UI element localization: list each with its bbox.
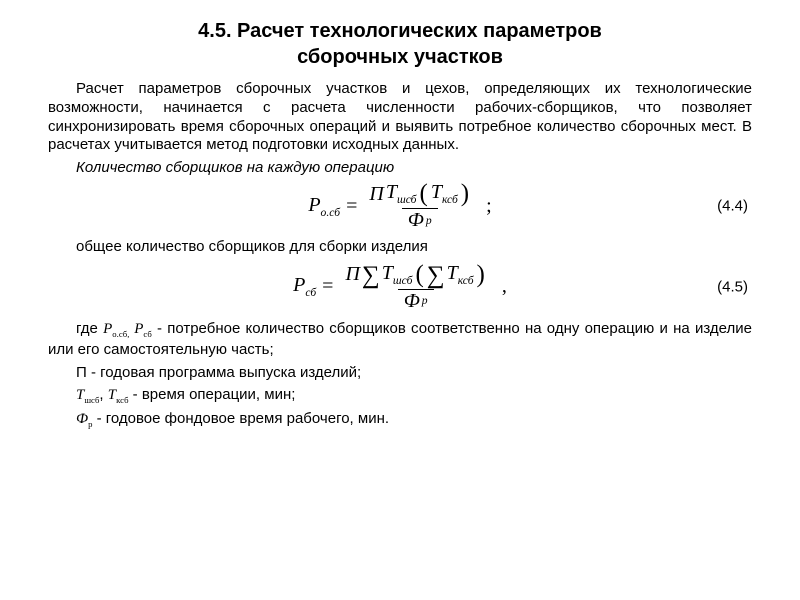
eq1-num-T1: Tшсб (386, 182, 417, 206)
document-page: 4.5. Расчет технологических параметров с… (0, 0, 800, 430)
def-T-sub2: ксб (116, 395, 128, 405)
eq1-lhs-sub: о.сб (321, 206, 341, 219)
eq2-num-T1-var: T (382, 262, 393, 284)
def-Phi-text: - годовое фондовое время рабочего, мин. (92, 410, 389, 427)
eq1-lparen: ( (419, 181, 429, 207)
definition-where: где Pо.сб, Pсб - потребное количество сб… (48, 319, 752, 361)
def-sym-Psb-var: P (129, 321, 143, 337)
eq1-fraction: П Tшсб ( Tксб ) Фр (363, 181, 476, 231)
title-line-2: сборочных участков (297, 46, 503, 68)
eq2-lparen: ( (414, 262, 424, 288)
eq1-num-T2: Tксб (431, 182, 458, 206)
equation-4-5-row: Pсб = П ∑ Tшсб ( ∑ Tксб ) Фр , (4.5) (48, 261, 752, 313)
eq1-lhs: Pо.сб (308, 194, 340, 219)
eq1-equals: = (346, 195, 357, 218)
eq2-lhs-var: P (293, 274, 305, 296)
definition-T: Тшсб, Тксб - время операции, мин; (48, 385, 752, 407)
line-between-equations: общее количество сборщиков для сборки из… (48, 238, 752, 257)
def-T-sym2: Т (108, 387, 116, 403)
eq2-equals: = (322, 275, 333, 298)
eq1-numerator: П Tшсб ( Tксб ) (363, 181, 476, 208)
title-line-1: 4.5. Расчет технологических параметров (198, 20, 602, 42)
equation-number-4-4: (4.4) (717, 198, 748, 215)
equation-4-5: Pсб = П ∑ Tшсб ( ∑ Tксб ) Фр , (293, 262, 507, 312)
eq2-num-T2: Tксб (447, 263, 474, 287)
eq2-fraction: П ∑ Tшсб ( ∑ Tксб ) Фр (339, 262, 491, 312)
eq2-denominator: Фр (398, 289, 434, 312)
eq2-lhs: Pсб (293, 274, 316, 299)
definition-P: П - годовая программа выпуска изделий; (48, 363, 752, 383)
def-sym-Psb-sub: сб (143, 329, 151, 339)
def-sym-Tshsb: Тшсб (76, 387, 99, 403)
sigma-icon: ∑ (362, 265, 380, 288)
intro-paragraph: Расчет параметров сборочных участков и ц… (48, 80, 752, 155)
eq1-rparen: ) (460, 181, 470, 207)
eq2-punct: , (502, 275, 507, 298)
eq1-num-T1-sub: шсб (397, 193, 417, 206)
definition-Phi: Фр - годовое фондовое время рабочего, ми… (48, 409, 752, 431)
eq2-numerator: П ∑ Tшсб ( ∑ Tксб ) (339, 262, 491, 289)
equation-4-4-row: Pо.сб = П Tшсб ( Tксб ) Фр ; (4.4) (48, 180, 752, 232)
eq1-num-T2-sub: ксб (442, 193, 458, 206)
eq1-num-T2-var: T (431, 181, 442, 203)
eq2-lhs-sub: сб (305, 286, 316, 299)
equation-number-4-5: (4.5) (717, 278, 748, 295)
eq1-punct: ; (486, 195, 492, 218)
eq1-lhs-var: P (308, 194, 320, 216)
def-T-sub1: шсб (84, 395, 99, 405)
def-where-text: - потребное количество сборщиков соответ… (48, 320, 752, 359)
eq2-num-P: П (345, 264, 359, 285)
eq1-den-Phi: Ф (408, 210, 424, 231)
eq1-denominator: Фр (402, 208, 438, 231)
eq2-num-T1-sub: шсб (393, 274, 413, 287)
def-sym-Posb: Pо.сб, Pсб (103, 321, 152, 337)
def-sym-Posb-sub: о.сб, (112, 329, 129, 339)
def-Phi-sym: Ф (76, 411, 88, 427)
equation-4-4: Pо.сб = П Tшсб ( Tксб ) Фр ; (308, 181, 491, 231)
def-T-sep: , (99, 386, 107, 403)
eq2-num-T1: Tшсб (382, 263, 413, 287)
eq2-rparen: ) (476, 262, 486, 288)
eq2-den-Phi: Ф (404, 291, 420, 312)
def-where-prefix: где (76, 320, 103, 337)
section-title: 4.5. Расчет технологических параметров с… (48, 18, 752, 70)
eq2-num-T2-var: T (447, 262, 458, 284)
def-sym-Posb-var: P (103, 321, 112, 337)
eq2-num-T2-sub: ксб (458, 274, 474, 287)
def-T-text: - время операции, мин; (129, 386, 296, 403)
eq1-num-P: П (369, 184, 383, 205)
eq1-num-T1-var: T (386, 181, 397, 203)
sigma-icon: ∑ (427, 265, 445, 288)
subheading-1: Количество сборщиков на каждую операцию (48, 159, 752, 176)
def-sym-Phi: Фр (76, 411, 92, 427)
eq1-den-sub: р (426, 215, 432, 227)
def-sym-Tksb: Тксб (108, 387, 129, 403)
eq2-den-sub: р (422, 295, 428, 307)
